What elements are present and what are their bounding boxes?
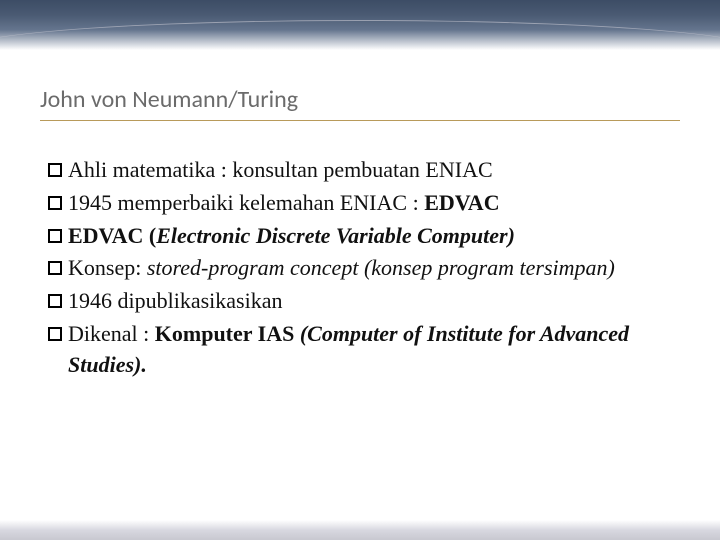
text-segment: EDVAC ( bbox=[68, 223, 156, 248]
square-bullet-icon bbox=[48, 294, 62, 308]
title-underline bbox=[40, 120, 680, 121]
square-bullet-icon bbox=[48, 327, 62, 341]
text-segment: Ahli matematika : konsultan pembuatan EN… bbox=[68, 157, 493, 182]
text-segment: Dikenal : bbox=[68, 321, 155, 346]
bullet-item: 1945 memperbaiki kelemahan ENIAC : EDVAC bbox=[48, 188, 672, 219]
text-segment: 1945 memperbaiki kelemahan ENIAC : bbox=[68, 190, 424, 215]
square-bullet-icon bbox=[48, 163, 62, 177]
text-segment: stored-program concept (konsep program t… bbox=[147, 255, 615, 280]
bullet-item: Dikenal : Komputer IAS (Computer of Inst… bbox=[48, 319, 672, 381]
bullet-item: Ahli matematika : konsultan pembuatan EN… bbox=[48, 155, 672, 186]
bullet-text: EDVAC (Electronic Discrete Variable Comp… bbox=[68, 221, 672, 252]
bullet-text: 1946 dipublikasikasikan bbox=[68, 286, 672, 317]
text-segment: Konsep: bbox=[68, 255, 147, 280]
text-segment: Komputer IAS bbox=[155, 321, 300, 346]
bottom-gradient-band bbox=[0, 520, 720, 540]
bullet-item: 1946 dipublikasikasikan bbox=[48, 286, 672, 317]
slide-body: Ahli matematika : konsultan pembuatan EN… bbox=[48, 155, 672, 383]
text-segment: EDVAC bbox=[424, 190, 499, 215]
text-segment: Electronic Discrete Variable Computer) bbox=[156, 223, 515, 248]
square-bullet-icon bbox=[48, 261, 62, 275]
text-segment: 1946 dipublikasikasikan bbox=[68, 288, 282, 313]
bullet-item: EDVAC (Electronic Discrete Variable Comp… bbox=[48, 221, 672, 252]
bullet-text: Konsep: stored-program concept (konsep p… bbox=[68, 253, 672, 284]
bullet-text: Ahli matematika : konsultan pembuatan EN… bbox=[68, 155, 672, 186]
bullet-item: Konsep: stored-program concept (konsep p… bbox=[48, 253, 672, 284]
bullet-text: 1945 memperbaiki kelemahan ENIAC : EDVAC bbox=[68, 188, 672, 219]
square-bullet-icon bbox=[48, 229, 62, 243]
square-bullet-icon bbox=[48, 196, 62, 210]
bullet-text: Dikenal : Komputer IAS (Computer of Inst… bbox=[68, 319, 672, 381]
slide-title: John von Neumann/Turing bbox=[40, 85, 298, 114]
